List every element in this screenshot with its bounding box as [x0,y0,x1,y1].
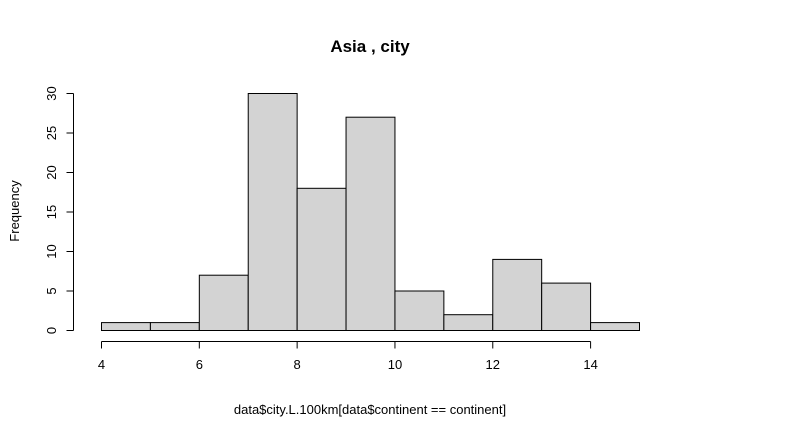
histogram-bar-4-5 [101,322,151,332]
x-tick-label-14: 14 [583,357,597,372]
histogram-bar-13-14 [541,282,592,332]
x-tick-label-8: 8 [294,357,301,372]
y-tick-label-0: 0 [44,327,59,334]
histogram-bar-11-12 [443,314,494,332]
histogram-bar-8-9 [296,187,347,331]
histogram-bar-6-7 [198,274,249,332]
x-tick-label-6: 6 [196,357,203,372]
x-tick-label-10: 10 [388,357,402,372]
histogram-bar-7-8 [247,93,298,331]
y-tick-label-15: 15 [44,205,59,219]
x-axis-label: data$city.L.100km[data$continent == cont… [234,402,506,417]
x-tick-label-4: 4 [98,357,105,372]
y-axis: 0 5 10 15 20 25 30 [44,86,74,334]
histogram-bar-10-11 [394,290,445,331]
y-tick-label-10: 10 [44,244,59,258]
x-axis: 4 6 8 10 12 14 [98,341,598,372]
histogram-bar-9-10 [345,116,396,331]
histogram-bar-5-6 [149,322,200,332]
histogram-bar-12-13 [492,258,543,331]
y-tick-label-25: 25 [44,126,59,140]
histogram-bar-14-15 [590,322,640,332]
y-tick-label-30: 30 [44,86,59,100]
y-tick-label-5: 5 [44,287,59,294]
x-tick-label-12: 12 [486,357,500,372]
chart-title: Asia , city [330,37,410,56]
y-tick-label-20: 20 [44,165,59,179]
bars-group [101,93,640,332]
y-axis-label: Frequency [7,180,22,242]
